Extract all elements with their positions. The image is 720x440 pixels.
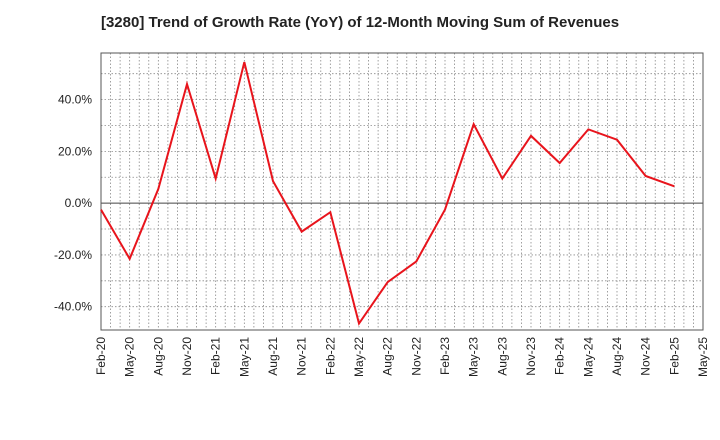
x-tick-label: Nov-24 — [639, 337, 653, 376]
plot-frame — [100, 52, 704, 331]
x-tick-label: Aug-22 — [381, 337, 395, 376]
x-tick-label: Feb-21 — [209, 337, 223, 375]
horizontal-gridlines — [101, 73, 703, 308]
x-tick-label: Feb-23 — [438, 337, 452, 375]
series-line — [100, 61, 675, 326]
vertical-gridlines — [110, 53, 694, 330]
x-tick-label: May-21 — [237, 337, 251, 377]
x-tick-label: May-20 — [123, 337, 137, 377]
series-layer — [100, 61, 675, 326]
x-tick-label: Nov-22 — [409, 337, 423, 376]
x-tick-label: Nov-20 — [180, 337, 194, 376]
y-tick-label: 20.0% — [58, 144, 92, 158]
x-tick-label: May-24 — [581, 337, 595, 377]
x-tick-label: May-22 — [352, 337, 366, 377]
x-tick-label: Nov-23 — [524, 337, 538, 376]
x-tick-label: Aug-21 — [266, 337, 280, 376]
y-tick-label: -20.0% — [54, 248, 92, 262]
y-tick-label: 40.0% — [58, 93, 92, 107]
y-tick-label: -40.0% — [54, 300, 92, 314]
x-tick-label: Feb-22 — [323, 337, 337, 375]
x-tick-label: Aug-23 — [495, 337, 509, 376]
y-tick-label: 0.0% — [65, 196, 93, 210]
x-tick-label: May-25 — [696, 337, 710, 377]
y-axis-tick-labels: 40.0% 20.0% 0.0% -20.0% -40.0% — [54, 93, 92, 314]
x-tick-label: Feb-20 — [94, 337, 108, 375]
chart-title: [3280] Trend of Growth Rate (YoY) of 12-… — [100, 14, 620, 31]
x-tick-label: Feb-25 — [667, 337, 681, 375]
x-axis-tick-labels: Feb-20 May-20 Aug-20 Nov-20 Feb-21 May-21 Aug-… — [94, 337, 710, 377]
x-tick-label: Nov-21 — [295, 337, 309, 376]
x-tick-label: Feb-24 — [553, 337, 567, 375]
x-tick-label: Aug-24 — [610, 337, 624, 376]
x-tick-label: May-23 — [467, 337, 481, 377]
x-tick-label: Aug-20 — [151, 337, 165, 376]
